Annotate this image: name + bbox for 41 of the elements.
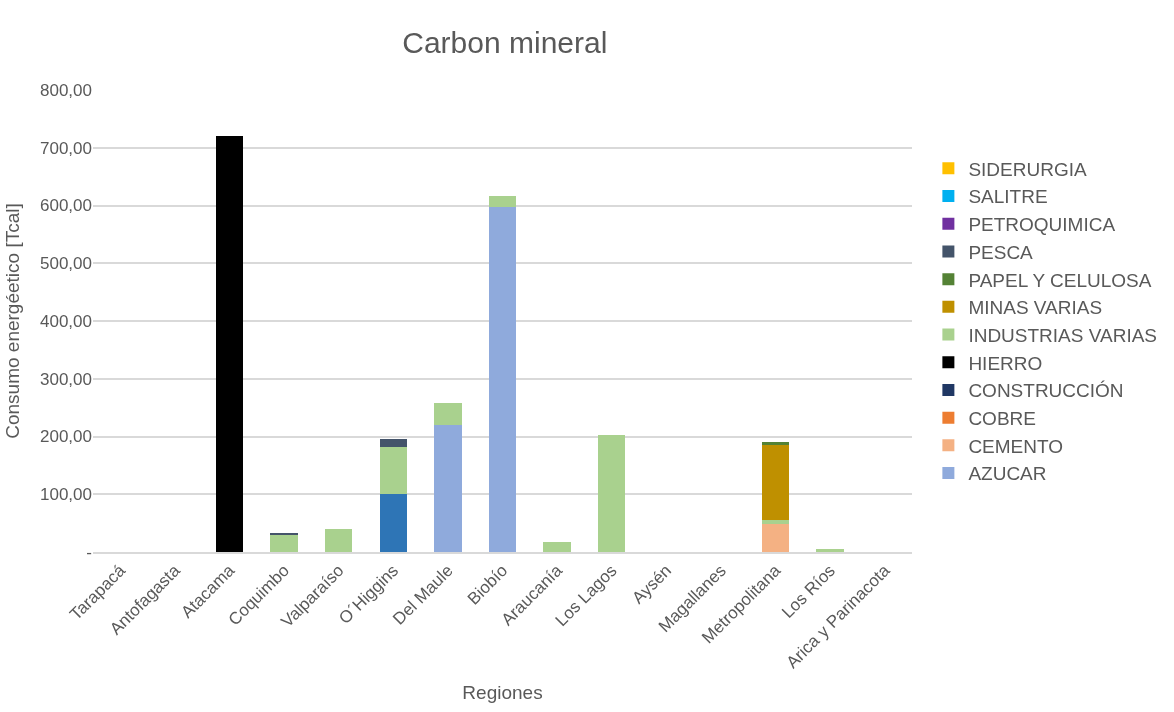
bar [543, 542, 571, 552]
y-tick-label: 200,00 [40, 427, 92, 447]
legend-label: INDUSTRIAS VARIAS [968, 324, 1158, 346]
x-axis-title: Regiones [462, 682, 543, 704]
y-tick-label: 800,00 [40, 80, 92, 100]
legend-label: CONSTRUCCIÓN [968, 380, 1124, 402]
legend-label: HIERRO [968, 352, 1043, 374]
y-tick-label: 100,00 [40, 485, 92, 505]
bar [325, 529, 353, 552]
legend-label: SALITRE [968, 186, 1048, 208]
y-tick-label: - [86, 542, 92, 562]
legend-label: COBRE [968, 408, 1036, 430]
legend-label: PAPEL Y CELULOSA [968, 269, 1152, 291]
y-tick-label: 500,00 [40, 254, 92, 274]
bar [434, 424, 462, 552]
bar [761, 519, 790, 524]
bar [434, 403, 462, 425]
y-tick-label: 600,00 [40, 196, 92, 216]
bar [598, 434, 626, 552]
bar [761, 444, 790, 520]
chart-title: Carbon mineral [402, 26, 608, 60]
legend-label: CEMENTO [968, 435, 1064, 457]
bar [379, 446, 407, 495]
y-tick-label: 400,00 [40, 311, 92, 331]
bar [270, 534, 298, 552]
bar [379, 438, 407, 447]
bar [379, 494, 407, 552]
bar [270, 532, 298, 535]
bar [488, 206, 517, 552]
legend-label: MINAS VARIAS [968, 297, 1103, 319]
legend-label: PETROQUIMICA [968, 214, 1116, 236]
y-tick-label: 300,00 [40, 369, 92, 389]
bar [488, 196, 517, 207]
legend-label: SIDERURGIA [968, 158, 1087, 180]
bar [761, 523, 790, 552]
bar [215, 135, 244, 552]
legend-label: PESCA [968, 241, 1034, 263]
bar [761, 442, 790, 445]
y-axis-title: Consumo energéetico [Tcal] [1, 203, 23, 439]
legend-label: AZUCAR [968, 463, 1047, 485]
y-tick-label: 700,00 [40, 138, 92, 158]
